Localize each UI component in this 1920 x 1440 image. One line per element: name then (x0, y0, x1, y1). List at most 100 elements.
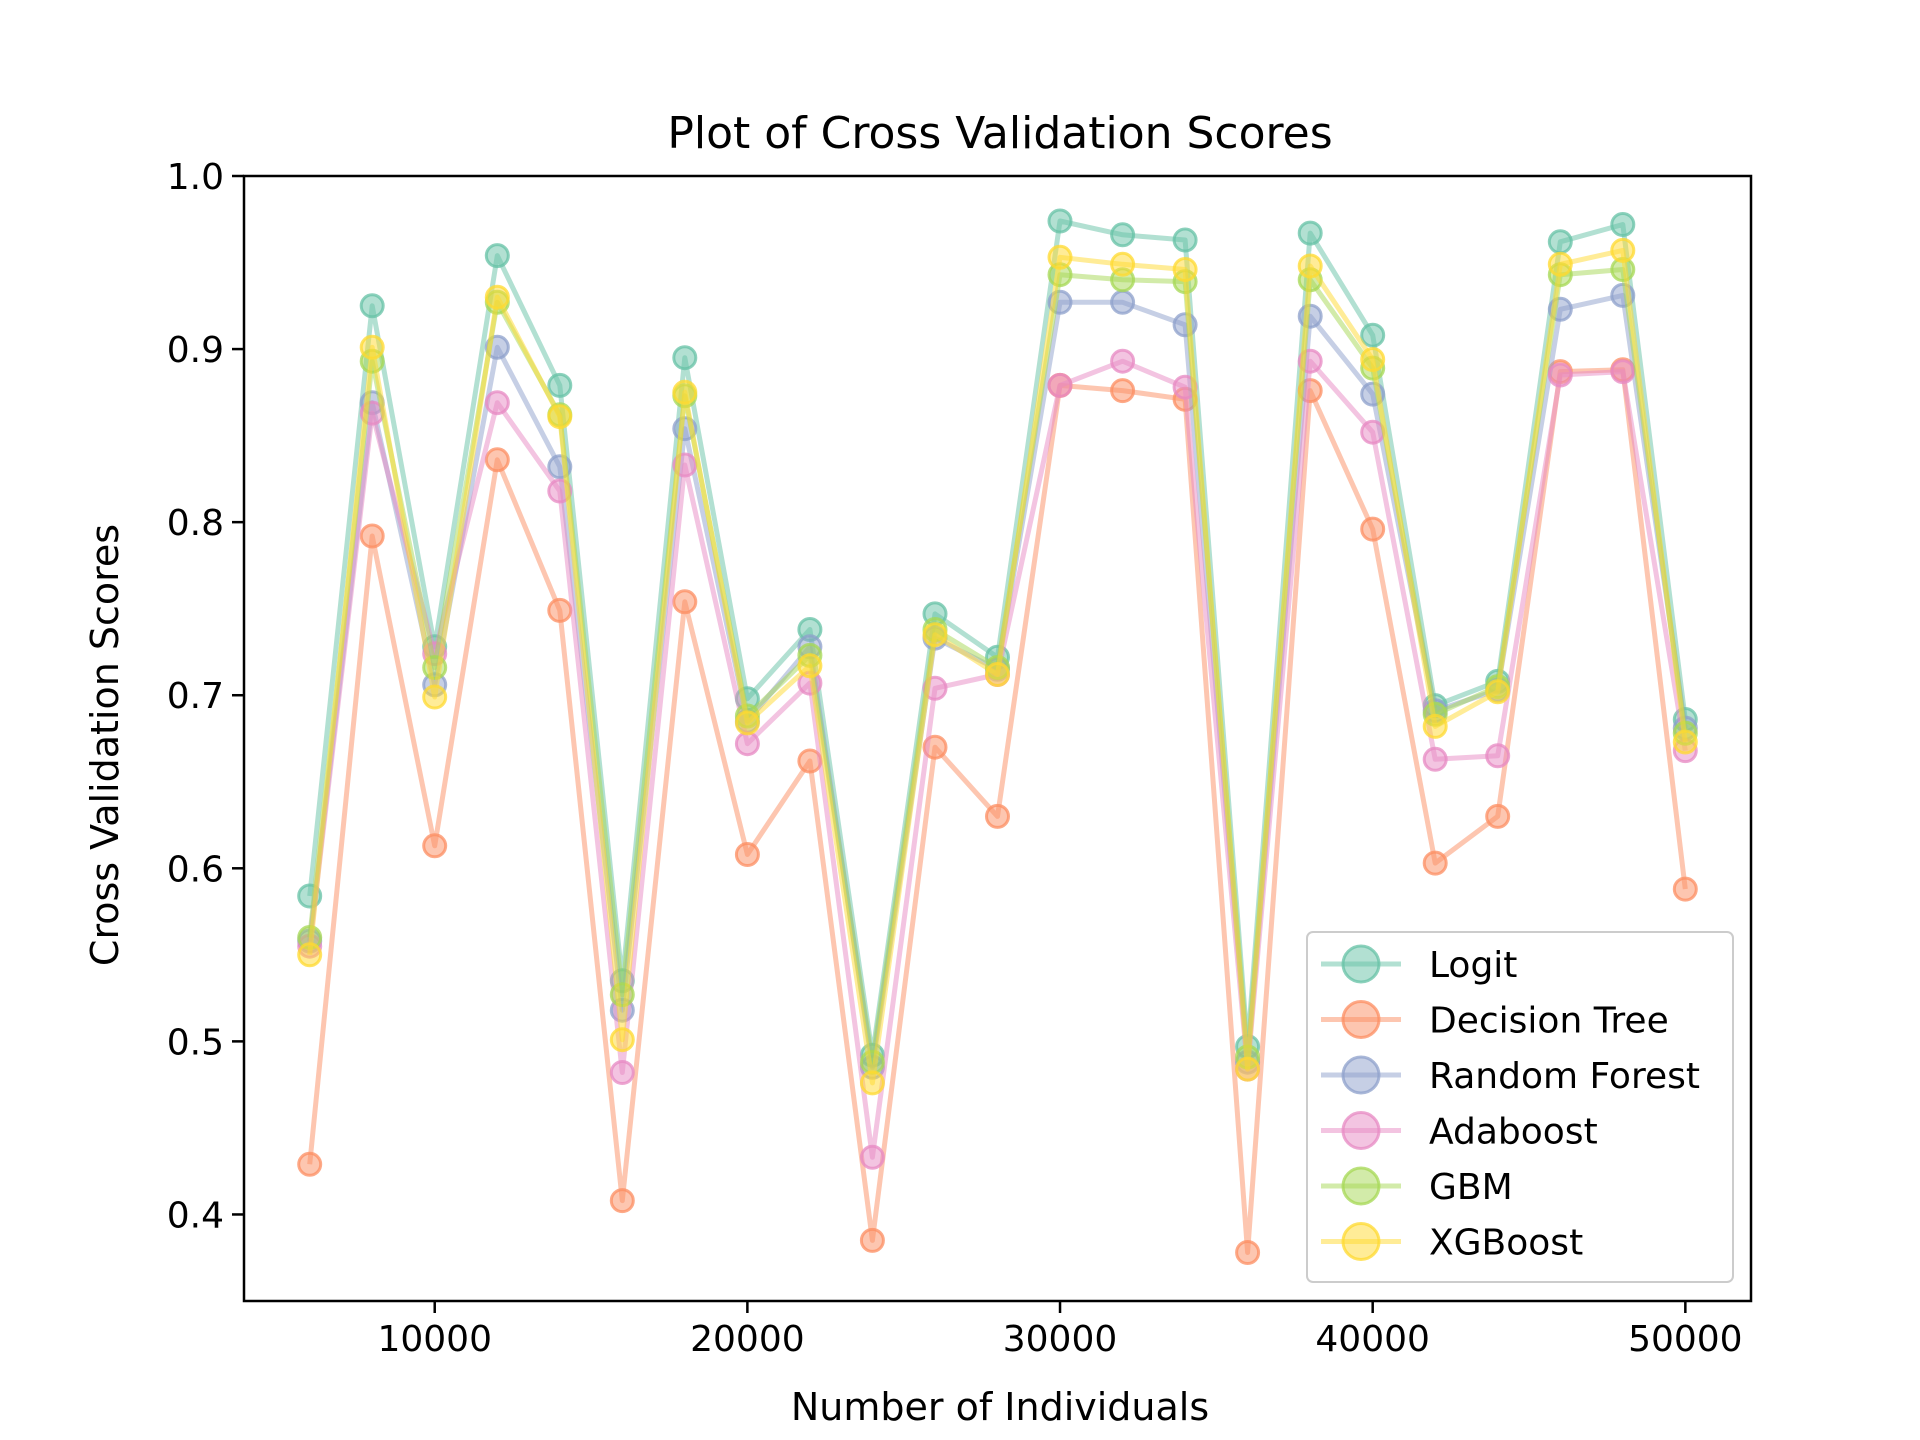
data-point (1485, 679, 1511, 705)
data-point (1610, 212, 1636, 237)
data-point (484, 284, 510, 310)
data-point (547, 372, 573, 398)
y-tick-label: 0.4 (167, 1195, 224, 1236)
data-point (1485, 743, 1511, 769)
data-point (484, 243, 510, 269)
data-point (1297, 220, 1323, 246)
y-tick-label: 1.0 (167, 157, 224, 198)
series-5 (297, 237, 1698, 1096)
data-point (1422, 713, 1448, 739)
data-point (1547, 362, 1573, 388)
legend-marker (1341, 1166, 1381, 1206)
data-point (1110, 378, 1136, 404)
x-tick-label: 30000 (1003, 1319, 1118, 1360)
data-point (1547, 251, 1573, 277)
data-point (734, 710, 760, 736)
series-line-0 (307, 218, 1688, 1058)
data-point (547, 404, 573, 430)
y-tick-label: 0.7 (167, 676, 224, 717)
data-point (985, 662, 1010, 687)
x-tick-label: 20000 (690, 1319, 805, 1360)
y-axis-label: Cross Validation Scores (83, 524, 127, 966)
data-point (672, 379, 698, 405)
legend-box (1306, 931, 1734, 1283)
data-point (1297, 253, 1323, 279)
legend-marker (1341, 1111, 1381, 1150)
data-point (359, 293, 385, 319)
data-point (422, 684, 448, 710)
legend-entry: Logit (1321, 944, 1517, 986)
data-point (1610, 359, 1636, 385)
data-point (359, 334, 385, 360)
legend-label: GBM (1429, 1167, 1513, 1208)
data-point (1360, 347, 1386, 372)
data-point (734, 842, 760, 867)
legend-entry: Random Forest (1321, 1055, 1700, 1097)
legend-entry: Adaboost (1321, 1111, 1598, 1153)
y-axis-ticks: 0.4 0.5 0.6 0.7 0.8 0.9 1.0 (167, 157, 244, 1236)
legend-entry: Decision Tree (1321, 1000, 1669, 1042)
x-axis-ticks: 10000 20000 30000 40000 50000 (377, 1301, 1743, 1360)
y-tick-label: 0.8 (167, 503, 224, 544)
legend-marker (1341, 1000, 1381, 1039)
data-point (609, 1027, 635, 1053)
data-point (859, 1227, 885, 1253)
data-point (1047, 244, 1073, 270)
x-tick-label: 10000 (377, 1319, 492, 1360)
data-point (1110, 222, 1136, 248)
chart-title: Plot of Cross Validation Scores (667, 108, 1332, 159)
data-point (1485, 803, 1511, 829)
legend-marker (1341, 1222, 1381, 1261)
legend-entry: GBM (1321, 1166, 1513, 1208)
legend-marker (1341, 1055, 1381, 1095)
data-point (422, 833, 448, 859)
x-tick-label: 40000 (1315, 1319, 1430, 1360)
plot-frame (242, 174, 1753, 1303)
data-point (1610, 237, 1636, 263)
legend-label: Adaboost (1429, 1112, 1598, 1153)
data-point (297, 942, 323, 968)
data-point (797, 653, 823, 679)
data-point (1672, 729, 1698, 755)
y-tick-label: 0.6 (167, 849, 224, 890)
data-point (1172, 257, 1198, 282)
legend-label: Random Forest (1429, 1056, 1700, 1097)
y-tick-label: 0.5 (167, 1022, 224, 1063)
data-point (1172, 312, 1198, 338)
data-point (547, 597, 573, 623)
legend-label: Logit (1429, 945, 1517, 986)
data-point (1047, 208, 1073, 234)
data-point (1235, 1056, 1261, 1082)
data-point (1360, 322, 1386, 348)
data-point (672, 589, 698, 615)
legend-label: XGBoost (1429, 1223, 1583, 1264)
data-point (1110, 348, 1136, 374)
data-point (672, 345, 698, 371)
legend-label: Decision Tree (1429, 1001, 1669, 1042)
data-point (985, 803, 1010, 829)
y-tick-label: 0.9 (167, 330, 224, 371)
data-point (1172, 227, 1198, 253)
data-point (359, 523, 385, 549)
legend: Logit Decision Tree Random Forest Adaboost G… (1306, 931, 1734, 1283)
data-point (859, 1070, 885, 1096)
data-point (1547, 229, 1573, 255)
data-point (1422, 746, 1448, 772)
data-point (1360, 516, 1386, 542)
data-point (1235, 1240, 1261, 1265)
legend-entry: XGBoost (1321, 1222, 1583, 1264)
x-tick-label: 50000 (1628, 1319, 1743, 1360)
data-point (1110, 251, 1136, 277)
data-point (859, 1144, 885, 1170)
data-point (1422, 850, 1448, 876)
data-point (1047, 372, 1073, 398)
data-point (1110, 289, 1136, 315)
data-point (922, 622, 948, 648)
x-axis-label: Number of Individuals (791, 1385, 1209, 1429)
data-point (297, 1151, 323, 1177)
data-point (1672, 876, 1698, 902)
legend-marker (1341, 944, 1381, 984)
data-point (484, 390, 510, 416)
data-point (734, 731, 760, 757)
